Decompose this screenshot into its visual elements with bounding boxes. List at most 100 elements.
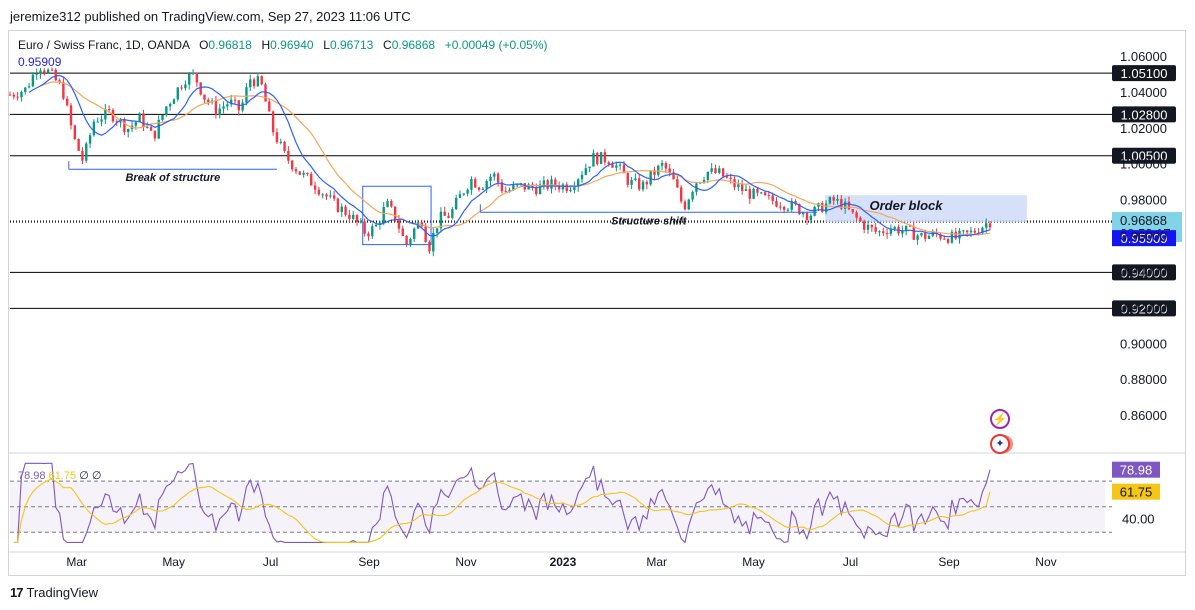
candle-body [31,74,35,87]
candle-body [603,152,607,163]
candle-body [851,209,854,213]
high-value: 0.96940 [270,38,314,52]
candle-body [702,179,706,183]
candle-body [294,169,298,172]
time-tick-label-10: Nov [1035,555,1056,569]
candle-body [531,184,534,188]
tradingview-logo-icon: 17 [10,585,24,600]
candle-body [386,201,389,208]
candle-body [348,214,351,219]
candle-body [371,226,374,237]
candle-body [153,130,157,139]
candle-body [630,179,633,185]
candle-body [344,206,347,215]
candle-body [794,201,797,205]
candle-body [607,162,610,165]
candle-body [927,235,931,239]
candle-body [752,188,755,199]
candle-body [256,76,260,87]
candle-body [824,203,828,213]
candle-body [8,94,12,96]
candle-body [687,199,690,210]
candle-body [771,195,774,201]
candle-body [367,233,370,237]
candle-body [840,198,843,209]
candle-body [260,76,263,85]
candle-body [801,212,805,215]
candle-body [409,238,412,245]
candle-body [592,152,595,167]
candle-body [290,160,294,170]
candle-body [554,179,557,186]
candle-body [161,114,164,120]
candle-body [588,166,591,169]
candle-body [618,164,622,166]
rsi-ma-legend-value: 61.75 [48,470,77,482]
tradingview-brand[interactable]: 17 TradingView [10,585,98,600]
candle-body [782,206,786,210]
candle-body [775,200,778,207]
candle-body [142,113,145,128]
candle-body [626,173,629,185]
candle-body [931,231,935,236]
candle-body [515,184,519,186]
candle-body [748,189,752,199]
boxes-layer [362,185,1027,246]
candle-body [542,180,546,185]
candle-body [428,242,431,252]
candle-body [512,184,515,190]
candle-body [62,82,65,99]
rsi-legend-value: 78.98 [18,470,46,482]
candle-body [176,87,179,100]
candle-body [279,141,282,143]
candles-layer [8,67,992,257]
level-badge-text-1.05100: 1.05100 [1121,66,1168,81]
candle-body [904,225,908,231]
candle-body [85,143,88,161]
rsi-ma-badge [1112,483,1160,500]
level-badge-1.05100 [1112,65,1176,82]
candle-body [397,220,401,229]
candle-body [599,152,603,165]
candle-body [973,230,976,233]
change-value: +0.00049 (+0.05%) [444,38,548,52]
level-badge-text-0.92000: 0.92000 [1121,301,1168,316]
candle-body [233,99,237,101]
candle-body [88,135,92,144]
candle-body [203,94,206,100]
rsi-legend: 78.98 61.75 ∅ ∅ [18,469,101,482]
ohlc-legend: Euro / Swiss Franc, 1D, OANDA O0.96818 H… [18,38,548,52]
candle-body [672,172,675,180]
price-tick-label-5: 0.96000 [1120,229,1167,244]
low-label: L [323,38,330,52]
candle-body [283,141,286,151]
ma-readout: 0.95909 [18,55,62,69]
candle-body [332,195,336,199]
candle-body [660,163,664,166]
candle-body [988,223,992,228]
candle-body [16,96,19,98]
candle-body [535,187,538,195]
candle-body [737,184,740,188]
candle-body [859,217,862,222]
ma-line-blue [28,74,991,238]
candle-body [229,99,233,105]
candle-body [622,164,626,174]
candle-body [439,211,443,229]
candle-body [35,73,38,75]
candle-body [813,206,816,216]
candle-body [779,206,782,208]
candle-body [718,168,721,173]
candle-body [329,195,332,197]
candle-body [54,69,57,81]
candle-body [188,73,191,85]
price-tick-label-3: 1.00000 [1120,157,1167,172]
candle-body [390,201,393,207]
eu-flag-icon[interactable]: ✦ [990,434,1010,454]
candle-body [573,186,576,190]
lightning-icon[interactable]: ⚡ [990,409,1010,429]
candle-body [546,180,549,189]
candle-body [413,228,416,239]
candle-body [458,194,462,198]
